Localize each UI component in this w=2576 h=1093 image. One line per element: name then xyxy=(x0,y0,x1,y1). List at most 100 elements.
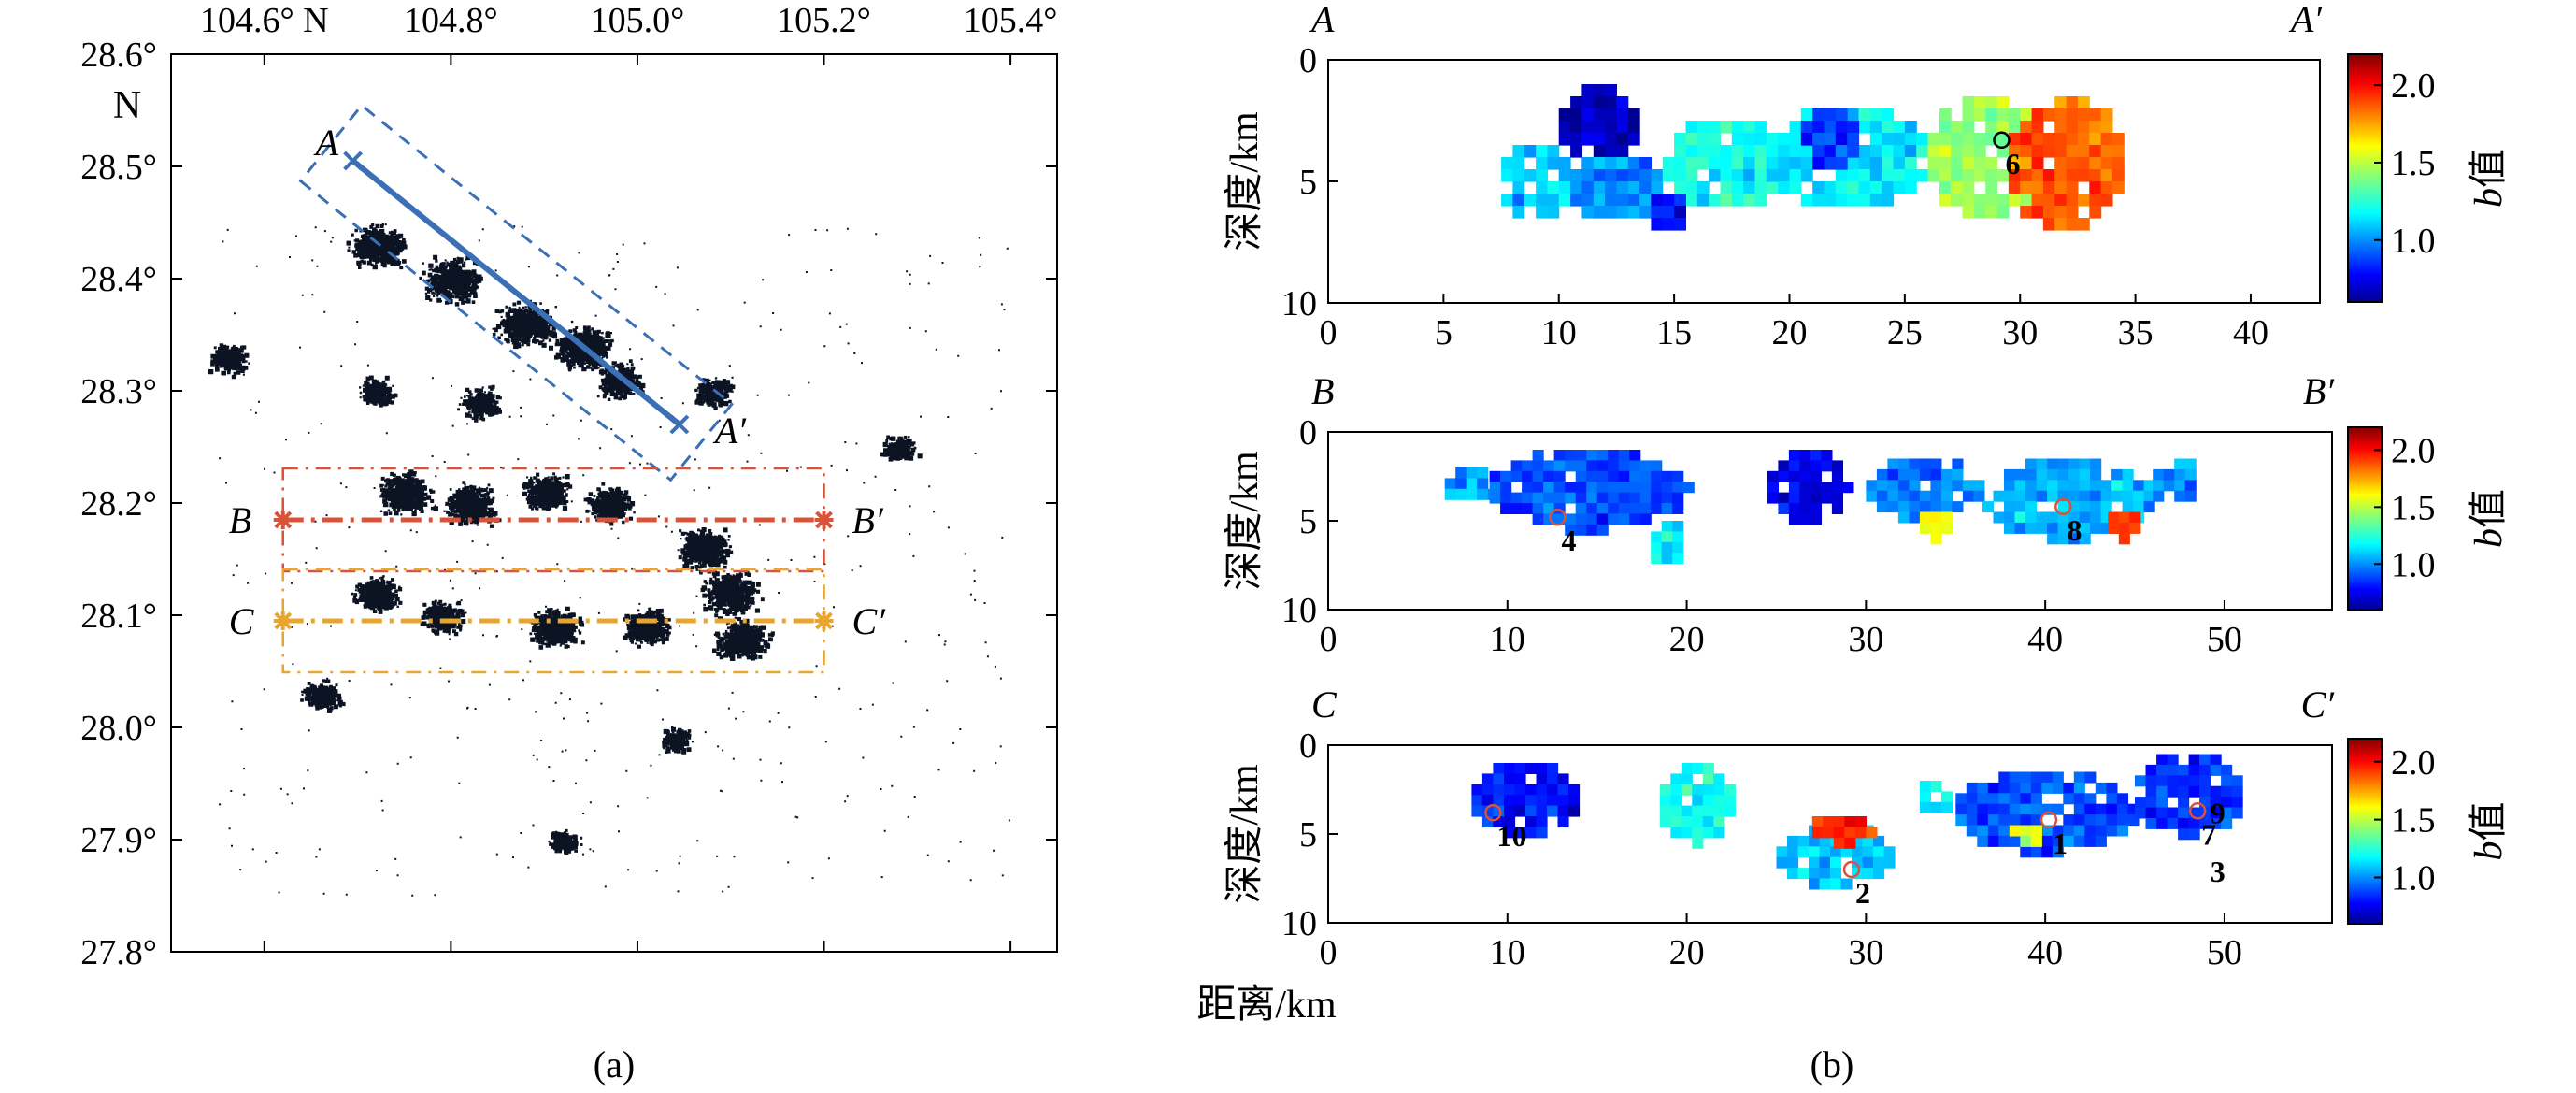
b-value-cell xyxy=(2210,797,2222,809)
b-value-cell xyxy=(1847,121,1860,134)
event-marker xyxy=(1484,803,1502,822)
b-value-cell xyxy=(1481,784,1494,796)
b-value-cell xyxy=(1627,194,1640,207)
event-marker xyxy=(2039,811,2058,829)
b-value-cell xyxy=(2014,522,2026,534)
section-x-tick-label: 40 xyxy=(2027,933,2063,972)
b-value-cell xyxy=(1887,490,1899,502)
b-value-cell xyxy=(1930,480,1942,492)
b-value-cell xyxy=(1674,145,1686,158)
b-value-cell xyxy=(2004,490,2016,502)
b-value-cell xyxy=(1575,524,1587,536)
b-value-cell xyxy=(1754,194,1767,207)
b-value-cell xyxy=(2031,169,2044,182)
b-value-cell xyxy=(2111,157,2125,170)
b-value-cell xyxy=(1731,145,1744,158)
b-value-cell xyxy=(2090,480,2102,492)
b-value-cell xyxy=(1504,784,1516,796)
b-value-cell xyxy=(1930,522,1942,534)
b-value-cell xyxy=(1951,157,1964,170)
b-value-cell xyxy=(2077,121,2090,134)
b-value-cell xyxy=(1536,805,1548,817)
b-value-cell xyxy=(1525,763,1538,774)
b-value-cell xyxy=(1661,553,1673,565)
b-value-cell xyxy=(1799,470,1811,482)
b-value-cell xyxy=(2145,785,2157,798)
b-value-cell xyxy=(1919,522,1931,534)
b-value-cell xyxy=(2122,501,2134,513)
b-value-cell xyxy=(1696,121,1710,134)
b-value-cell xyxy=(1835,157,1848,170)
b-value-cell xyxy=(2042,181,2055,194)
b-value-cell xyxy=(1873,835,1885,847)
b-value-cell xyxy=(1627,157,1640,170)
b-value-cell xyxy=(2041,771,2054,784)
b-value-cell xyxy=(1819,835,1831,847)
b-value-cell xyxy=(1812,181,1825,194)
b-value-cell xyxy=(2100,480,2112,492)
b-value-cell xyxy=(2004,480,2016,492)
b-value-cell xyxy=(1869,169,1882,182)
b-value-cell xyxy=(1586,450,1598,461)
b-value-cell xyxy=(2210,754,2222,766)
b-value-cell xyxy=(1833,816,1845,827)
event-number: 9 xyxy=(2211,797,2225,830)
b-value-cell xyxy=(1536,194,1548,207)
b-value-cell xyxy=(1570,181,1582,194)
b-value-cell xyxy=(1812,194,1825,207)
b-value-cell xyxy=(2073,825,2085,837)
b-value-cell xyxy=(1904,169,1917,182)
b-value-cell xyxy=(1996,108,2010,122)
b-value-cell xyxy=(1887,501,1899,513)
b-value-cell xyxy=(2210,785,2222,798)
b-value-cell xyxy=(2073,782,2085,794)
b-value-cell xyxy=(2231,807,2243,819)
b-value-cell xyxy=(2156,797,2168,809)
b-value-cell xyxy=(1800,157,1813,170)
b-value-cell xyxy=(1605,133,1617,146)
b-value-cell xyxy=(1616,108,1629,122)
b-value-cell xyxy=(1501,157,1513,170)
b-value-cell xyxy=(1593,181,1606,194)
b-value-cell xyxy=(2095,782,2107,794)
b-value-cell xyxy=(1629,482,1641,494)
b-value-cell xyxy=(1629,460,1641,472)
b-value-cell xyxy=(2020,181,2033,194)
b-value-cell xyxy=(1618,470,1630,482)
b-value-cell xyxy=(2111,468,2124,481)
b-value-cell xyxy=(2079,458,2091,470)
colorbar-label: b值 xyxy=(2468,489,2511,548)
b-value-cell xyxy=(1532,513,1544,525)
b-value-cell xyxy=(1713,773,1725,785)
section-left-label: C xyxy=(1311,683,1338,726)
b-value-cell xyxy=(1998,803,2011,815)
event-marker xyxy=(2054,497,2072,516)
colorbar-label: b值 xyxy=(2468,149,2511,208)
b-value-cell xyxy=(1833,827,1845,839)
b-value-cell xyxy=(1789,169,1802,182)
b-value-cell xyxy=(1522,460,1534,472)
b-value-cell xyxy=(2122,490,2134,502)
event-marker xyxy=(1993,131,2011,150)
b-value-cell xyxy=(2178,828,2190,841)
b-value-cell xyxy=(1558,108,1571,122)
b-value-cell xyxy=(1586,470,1598,482)
b-value-cell xyxy=(1512,206,1525,219)
b-value-cell xyxy=(1685,157,1698,170)
colorbar-tick-label: 1.0 xyxy=(2391,545,2436,584)
b-value-cell xyxy=(1651,218,1664,231)
b-value-cell xyxy=(1608,513,1620,525)
b-value-cell xyxy=(1985,108,1998,122)
b-value-cell xyxy=(1670,816,1682,827)
b-value-cell xyxy=(1618,482,1630,494)
event-number: 3 xyxy=(2211,855,2225,888)
b-value-cell xyxy=(1568,795,1581,807)
b-value-cell xyxy=(2174,458,2186,470)
b-value-cell xyxy=(1916,133,1929,146)
b-value-cell xyxy=(2047,533,2059,545)
b-value-cell xyxy=(1789,121,1802,134)
b-value-cell xyxy=(1618,513,1630,525)
event-number: 10 xyxy=(1496,819,1526,853)
b-value-cell xyxy=(1985,181,1998,194)
section-x-tick-label: 20 xyxy=(1669,933,1705,972)
